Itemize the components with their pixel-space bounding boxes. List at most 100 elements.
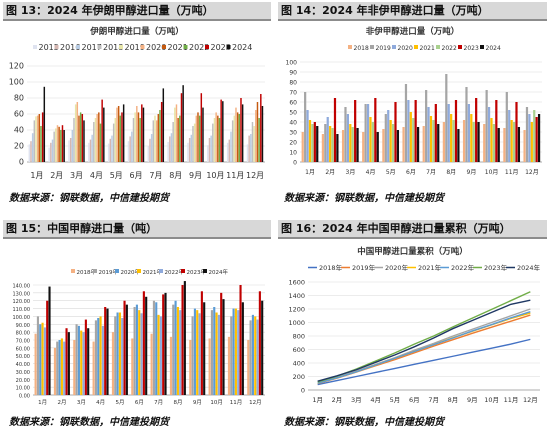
bar-2018 [341,130,345,162]
bar-2020年 [213,307,216,395]
legend-label: 2020年 [121,268,141,276]
x-tick-label: 1月 [312,396,323,404]
bar-2024 [356,128,359,162]
legend-marker [140,45,145,49]
legend-label: 2020年 [385,263,409,272]
bar-2018年 [92,341,95,395]
y-tick-label: 80 [289,80,297,87]
x-tick-label: 11月 [226,171,244,180]
y-tick-label: 60 [14,110,24,119]
bar-2020年 [193,308,196,395]
bar-2023 [101,99,103,162]
bar-2018 [382,129,385,162]
bar-2022 [139,118,141,162]
bar-2022 [40,126,42,162]
bar-2020年 [97,318,100,395]
bar-2024年 [203,302,206,395]
x-tick-label: 7月 [428,396,439,404]
y-tick-label: 80.00 [16,331,30,337]
bar-2022年 [121,318,124,395]
bar-2023年 [220,292,223,395]
bar-2019年 [172,304,175,395]
legend-marker [226,45,231,49]
bar-2018 [251,122,254,162]
bar-2019 [233,115,236,162]
bar-2022 [452,120,455,162]
bar-2022 [99,123,102,162]
y-tick-label: 50.00 [16,354,30,360]
y-tick-label: 60.00 [16,346,30,352]
panel-title: 图 16：2024 年中国甲醇进口量累积（万吨） [278,220,547,239]
bar-2017 [190,134,193,162]
bar-2018 [93,122,95,162]
legend-marker [119,45,123,49]
legend-label: 2022 [189,43,209,52]
bar-2024年 [261,300,264,395]
bar-2024 [63,130,65,162]
bar-2020年 [77,325,80,395]
bar-2024年 [48,286,51,395]
y-tick-label: 100 [286,60,298,67]
legend-marker [370,45,374,49]
bar-2023 [354,100,357,162]
bar-2019 [55,128,57,162]
bar-2016 [169,136,171,162]
bar-2021年 [176,307,179,395]
bar-2020 [255,110,257,162]
panel-title: 图 13：2024 年伊朗甲醇进口量（万吨） [3,2,271,21]
x-tick-label: 6月 [409,396,420,404]
bar-2019 [364,104,367,162]
y-tick-label: 20 [289,140,297,147]
bar-2018年 [208,338,211,395]
legend-marker [76,45,80,49]
bar-2023年 [258,291,261,395]
bar-2024 [537,114,541,162]
legend-label: 2018年 [319,263,343,272]
x-tick-label: 3月 [77,399,86,406]
bar-2016 [129,136,131,162]
legend-marker [183,45,188,49]
y-tick-label: 1000 [288,319,305,327]
bar-2023年 [181,285,184,395]
bar-2023 [313,122,316,162]
bar-2020 [407,100,410,162]
x-tick-label: 9月 [467,169,477,176]
legend-marker [436,45,440,49]
bar-2019 [404,84,408,162]
bar-2021 [78,115,80,162]
bar-2024 [83,120,85,162]
y-tick-label: 10.00 [16,386,30,392]
bar-2024年 [222,299,225,395]
bar-2021 [450,114,453,162]
legend-label: 2022 [442,45,457,52]
bar-2022 [351,127,354,162]
legend-label: 2024年 [517,263,541,272]
bar-2018 [212,123,214,162]
bar-2015 [226,142,229,162]
y-tick-label: 10 [289,150,297,157]
legend-marker [458,45,462,49]
bar-2019 [485,90,488,162]
bar-2019 [174,107,176,162]
y-tick-label: 0.00 [19,394,30,400]
bar-2022 [391,124,395,162]
bar-2018 [483,124,486,162]
bar-2023 [81,114,84,162]
bar-2024 [437,124,440,162]
bar-2023年 [239,285,242,395]
y-tick-label: 80 [14,94,24,103]
bar-2021年 [138,310,141,395]
bar-2024年 [164,292,167,395]
bar-2018年 [131,338,134,395]
bar-2021 [429,116,433,162]
bar-2023 [535,117,538,162]
bar-2022 [371,122,375,162]
bar-2019 [154,115,156,162]
bar-2022 [512,122,516,162]
bar-2019 [193,123,196,162]
x-tick-label: 2月 [325,169,335,176]
legend-label: 2023年 [187,268,207,276]
bar-2018 [503,128,506,162]
bar-2024 [517,127,521,162]
bar-2022 [238,114,241,162]
